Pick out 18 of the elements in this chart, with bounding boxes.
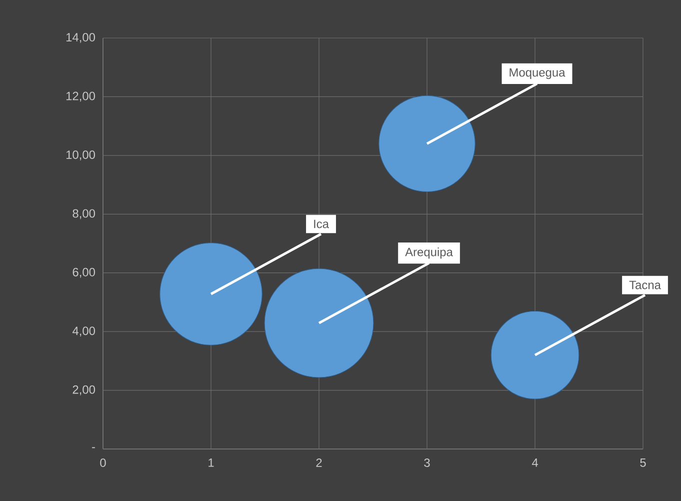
annotation: Tacna	[629, 280, 661, 290]
x-tick-label: 4	[532, 458, 538, 467]
y-tick-label: 4,00	[72, 326, 96, 337]
y-tick-label: 8,00	[72, 209, 96, 220]
x-tick-label: 0	[100, 458, 106, 467]
y-tick-label: 14,00	[66, 33, 96, 43]
x-tick-label: 3	[424, 458, 430, 467]
y-tick-label: 10,00	[66, 150, 96, 160]
y-tick-label: 2,00	[72, 385, 96, 396]
x-tick-label: 2	[316, 458, 322, 467]
y-tick-label: -	[92, 447, 95, 448]
y-tick-label: 12,00	[66, 92, 96, 102]
annotation: Ica	[314, 220, 329, 228]
y-tick-label: 6,00	[72, 268, 96, 278]
x-tick-label: 1	[208, 458, 214, 467]
annotation: Moquegua	[510, 68, 566, 80]
annotation: Arequipa	[405, 247, 453, 259]
x-tick-label: 5	[640, 458, 646, 467]
